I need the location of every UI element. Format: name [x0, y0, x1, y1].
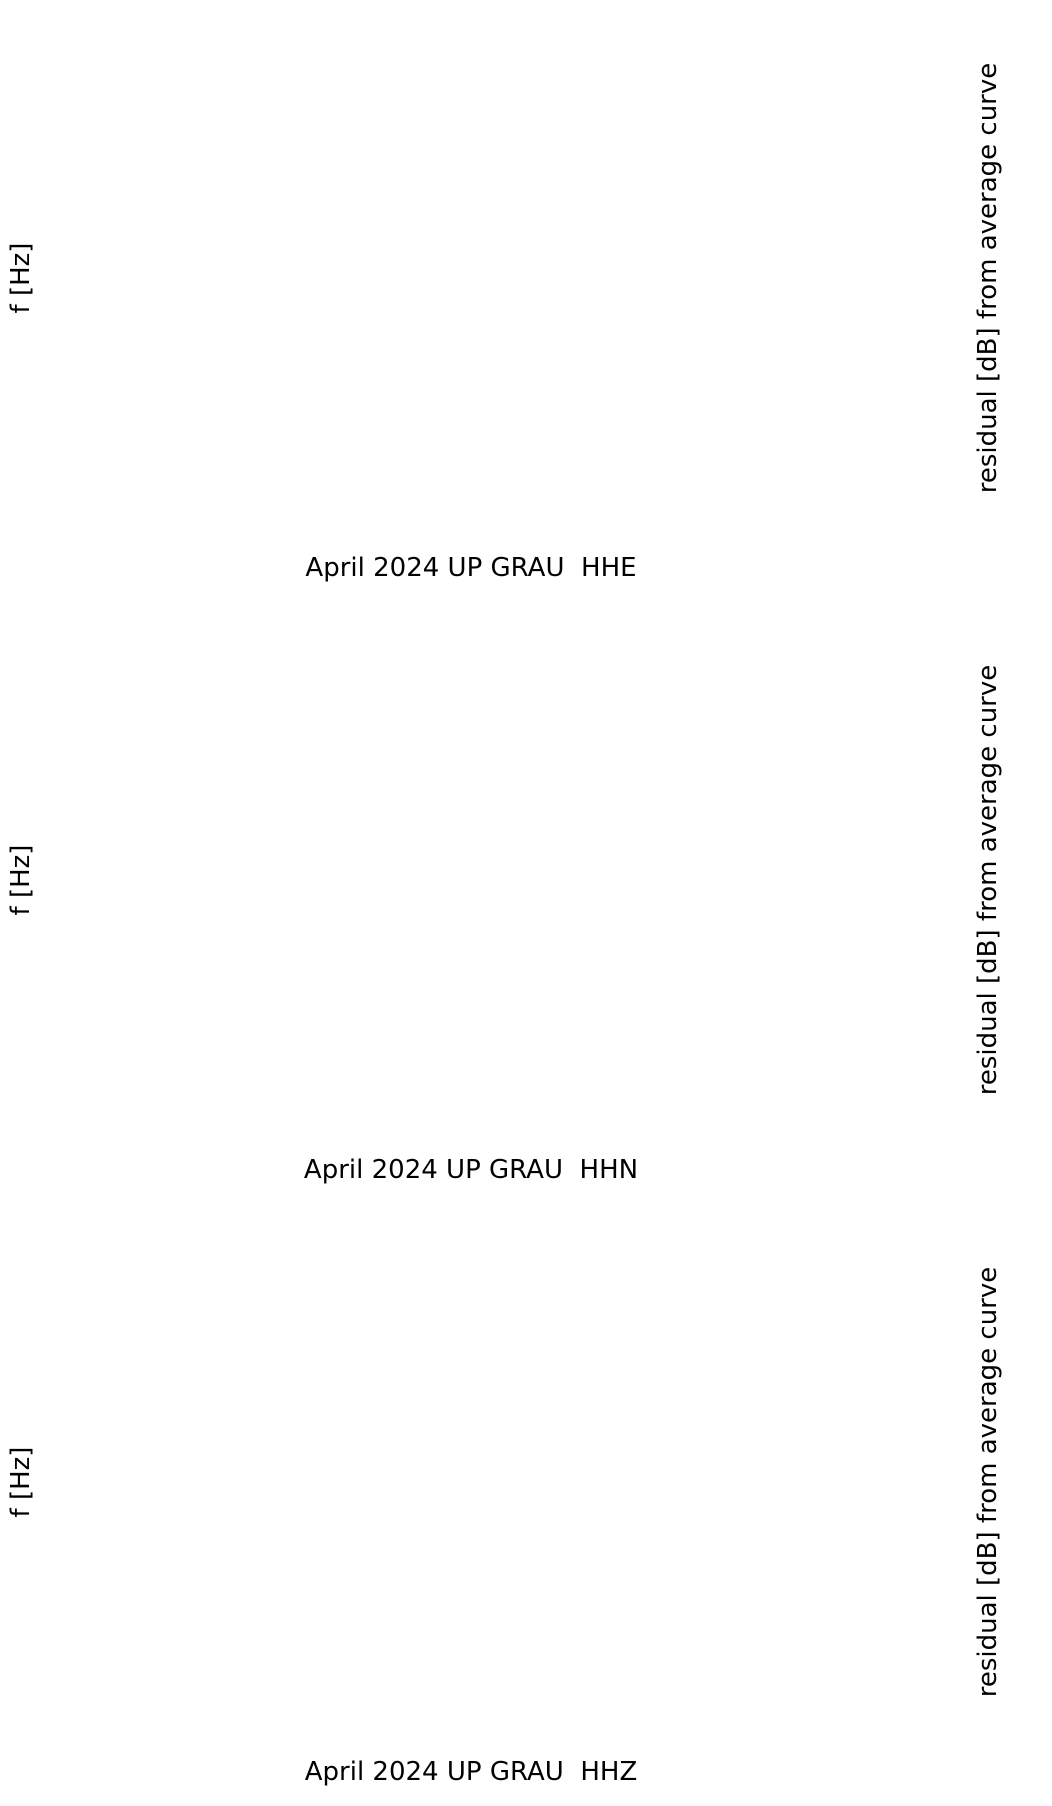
colorbar-label: residual [dB] from average curve: [973, 1266, 1003, 1698]
y-axis-label: f [Hz]: [6, 242, 36, 314]
spectrogram-heatmap-hhz: [97, 1247, 846, 1717]
panel-hhn: f [Hz] April 2024 UP GRAU HHN residual […: [0, 602, 1052, 1204]
panel-hhe: f [Hz] April 2024 UP GRAU HHE residual […: [0, 0, 1052, 602]
spectrogram-heatmap-hhe: [97, 43, 846, 513]
x-axis-label: April 2024 UP GRAU HHN: [303, 1155, 639, 1185]
colorbar-label: residual [dB] from average curve: [973, 664, 1003, 1096]
colorbar-label: residual [dB] from average curve: [973, 62, 1003, 494]
y-axis-label: f [Hz]: [6, 844, 36, 916]
y-axis-label: f [Hz]: [6, 1446, 36, 1518]
x-axis-label: April 2024 UP GRAU HHZ: [304, 1757, 638, 1787]
colorbar-hhz: [892, 1247, 917, 1717]
colorbar-hhn: [892, 645, 917, 1115]
spectrogram-heatmap-hhn: [97, 645, 846, 1115]
panel-hhz: f [Hz] April 2024 UP GRAU HHZ residual […: [0, 1204, 1052, 1806]
x-axis-label: April 2024 UP GRAU HHE: [305, 553, 637, 583]
colorbar-hhe: [892, 43, 917, 513]
